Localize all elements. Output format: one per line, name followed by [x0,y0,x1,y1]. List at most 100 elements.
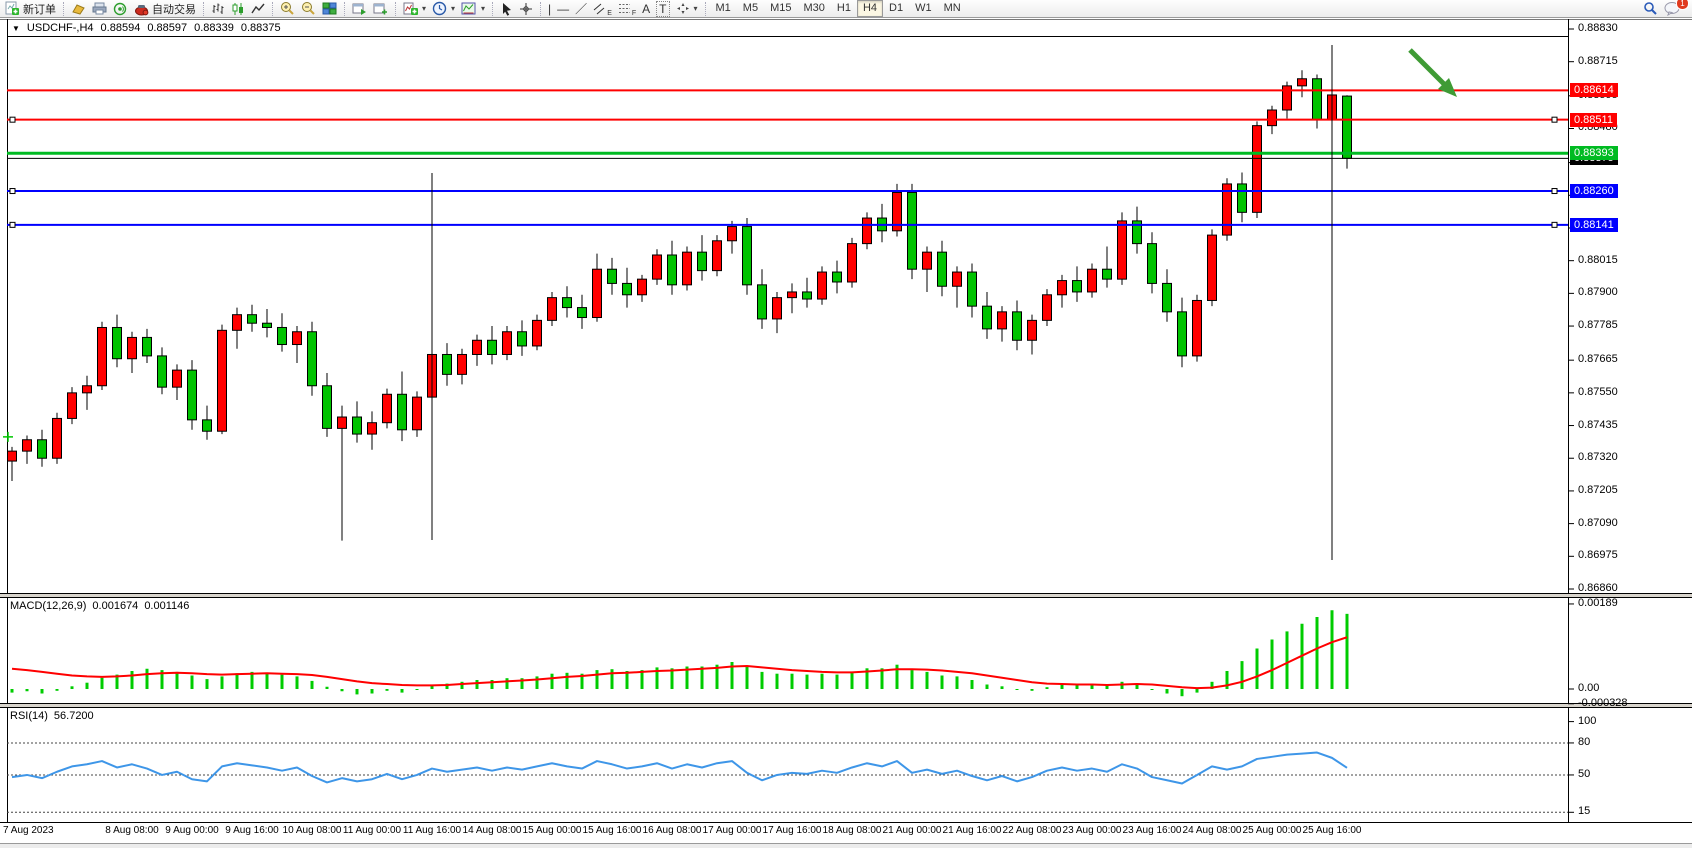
chat-button[interactable]: 1 [1661,0,1689,17]
time-axis-label: 25 Aug 00:00 [1242,825,1302,836]
chart-window[interactable]: ▼ USDCHF-,H4 0.88594 0.88597 0.88339 0.8… [0,19,1692,848]
line-handle[interactable] [1551,221,1558,228]
bull-candle [922,251,932,270]
bull-candle [292,331,302,346]
time-axis-label: 7 Aug 2023 [3,825,54,836]
timeframe-button-h1[interactable]: H1 [836,2,851,14]
price-level-label-0.88393[interactable]: 0.88393 [1570,146,1618,161]
bull-candle [172,369,182,388]
macd-histogram-bar [355,689,359,695]
new-order-button[interactable]: 新订单 [2,1,59,17]
line-handle[interactable] [1551,116,1558,123]
bear-candle [757,284,767,320]
bear-candle [1177,311,1187,357]
tile-windows-button[interactable] [319,1,340,17]
trendline-tool-button[interactable]: ／ [572,1,590,17]
line-handle[interactable] [9,116,16,123]
macd-histogram-bar [685,666,689,689]
bear-candle [577,307,587,319]
profile-previous-button[interactable] [349,1,370,17]
macd-histogram-bar [865,668,869,689]
bull-candle [1207,234,1217,301]
time-axis-label: 17 Aug 00:00 [702,825,762,836]
macd-histogram-bar [1165,689,1169,694]
printer-icon [92,2,107,15]
bull-candle [682,251,692,286]
sound-button[interactable] [110,1,131,17]
bear-candle [442,353,452,375]
price-axis-tick: 0.86975 [1578,549,1618,562]
macd-layer [10,610,1349,697]
styler-button[interactable] [68,1,89,17]
macd-histogram-bar [280,674,284,689]
timeframe-button-d1[interactable]: D1 [889,2,904,14]
bull-candle [217,329,227,432]
price-level-label-0.88141[interactable]: 0.88141 [1570,217,1618,232]
bull-candle [892,191,902,232]
time-axis-label: 23 Aug 16:00 [1122,825,1182,836]
bear-candle [742,226,752,286]
profile-next-button[interactable] [370,1,391,17]
horizontal-line-tool-button[interactable]: — [554,1,572,17]
price-level-label-0.88260[interactable]: 0.88260 [1570,184,1618,199]
line-chart-type-button[interactable] [248,1,268,17]
price-axis-tick: 0.87205 [1578,483,1618,496]
macd-histogram-bar [1090,684,1094,689]
macd-histogram-bar [940,675,944,689]
timeframe-button-m15[interactable]: M15 [770,2,792,14]
candlestick-chart-type-button[interactable] [228,1,248,17]
macd-histogram-bar [910,670,914,689]
vertical-line-tool-button[interactable]: | [545,1,554,17]
bear-candle [937,251,947,287]
text-label-tool-button[interactable]: T [653,0,672,17]
crosshair-icon [520,2,533,15]
macd-histogram-bar [595,670,599,689]
rsi-line [11,751,1348,785]
print-button[interactable] [89,1,110,17]
bear-candle [247,314,257,324]
fibonacci-tool-button[interactable]: F [615,1,639,17]
timeframe-button-mn[interactable]: MN [943,2,961,14]
search-button[interactable] [1640,1,1661,17]
bottom-scrollbar-strip[interactable] [0,843,1692,848]
period-button[interactable]: ▾ [429,1,458,17]
annotation-arrow-shaft[interactable] [1408,48,1446,86]
channel-icon [593,3,605,15]
macd-histogram-bar [955,676,959,689]
cursor-tool-button[interactable] [497,1,516,17]
line-handle[interactable] [9,188,16,195]
bear-candle [397,393,407,431]
arrows-tool-button[interactable]: ▾ [673,1,701,17]
timeframe-button-w1[interactable]: W1 [915,2,932,14]
zoom-in-button[interactable] [277,1,298,17]
macd-histogram-bar [1225,671,1229,689]
bear-candle [37,439,47,459]
tile-windows-icon [322,2,337,14]
line-handle[interactable] [1551,188,1558,195]
collapse-arrow-icon[interactable]: ▼ [12,23,20,33]
price-level-label-0.88614[interactable]: 0.88614 [1570,83,1618,98]
timeframe-button-m30[interactable]: M30 [803,2,825,14]
template-button[interactable]: ▾ [458,1,488,17]
bar-chart-type-button[interactable] [208,1,228,17]
annotation-arrow-head[interactable] [1438,78,1457,97]
macd-histogram-bar [565,672,569,689]
bull-candle [817,271,827,300]
timeframe-button-h4[interactable]: H4 [856,0,884,17]
equidistant-channel-tool-button[interactable]: E [590,1,615,17]
macd-histogram-bar [640,670,644,689]
quote-close: 0.88375 [240,22,281,34]
timeframe-button-m5[interactable]: M5 [742,2,759,14]
zoom-out-button[interactable] [298,1,319,17]
chart-canvas[interactable] [0,19,1692,848]
text-tool-button[interactable]: A [639,1,653,17]
line-handle[interactable] [9,221,16,228]
macd-indicator-label: MACD(12,26,9) 0.001674 0.001146 [10,600,189,612]
bear-candle [142,336,152,357]
add-indicator-button[interactable]: ▾ [400,1,429,17]
timeframe-button-m1[interactable]: M1 [715,2,731,14]
price-level-label-0.88511[interactable]: 0.88511 [1570,112,1617,127]
crosshair-tool-button[interactable] [516,1,536,17]
autotrading-button[interactable]: 自动交易 [131,1,199,17]
